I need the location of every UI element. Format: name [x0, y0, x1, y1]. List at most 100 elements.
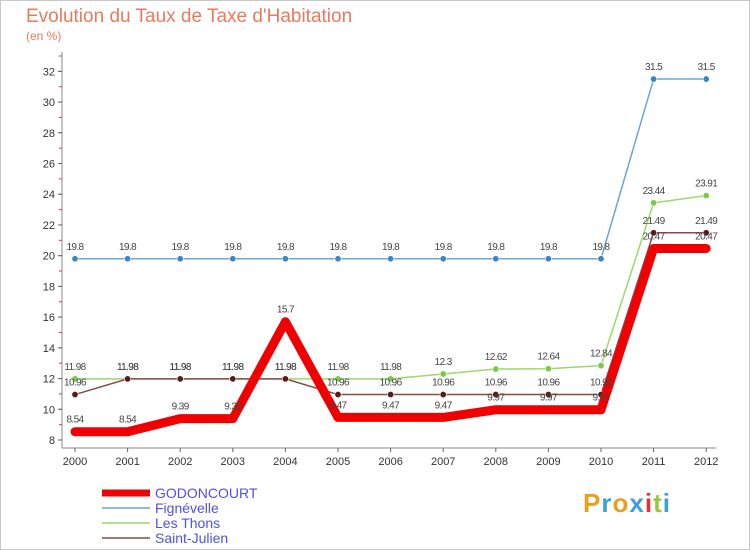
data-label: 21.49: [643, 216, 666, 227]
data-label: 11.98: [64, 362, 86, 373]
data-label: 20.47: [695, 231, 718, 242]
data-label: 9.97: [540, 393, 558, 404]
data-label: 23.44: [643, 186, 666, 197]
data-label: 12.64: [537, 352, 560, 363]
data-point: [71, 391, 79, 399]
data-labels: 19.8 19.8 19.8 19.8 19.8 19.8 19.8 19.8 19.8 19.8…: [64, 62, 719, 426]
data-point: [334, 375, 342, 383]
data-label: 12.84: [590, 349, 613, 360]
data-point: [439, 391, 447, 399]
y-tick-label: 26: [43, 159, 55, 171]
axes: 8 10 12 14 16 18 20 22 24 26 28 30 32 2000 2001 2002 200…: [43, 52, 718, 468]
data-label: 19.8: [224, 242, 242, 253]
x-tick-label: 2009: [536, 456, 560, 468]
data-point: [71, 375, 79, 383]
data-point: [492, 391, 500, 399]
y-tick-label: 30: [43, 97, 55, 109]
x-tick-label: 2012: [694, 456, 718, 468]
chart-subtitle: (en %): [26, 29, 62, 43]
data-label: 12.62: [485, 352, 508, 363]
data-point: [229, 375, 237, 383]
data-label: 19.8: [435, 242, 453, 253]
data-label: 19.8: [119, 242, 137, 253]
x-tick-label: 2006: [378, 456, 402, 468]
x-tick-label: 2005: [326, 456, 350, 468]
data-label: 11.98: [170, 362, 192, 373]
data-label: 11.98: [222, 362, 244, 373]
x-tick-label: 2007: [431, 456, 455, 468]
data-label: 10.96: [64, 378, 87, 389]
x-tick-label: 2001: [115, 456, 139, 468]
y-tick-label: 28: [43, 128, 55, 140]
data-label: 10.96: [432, 378, 455, 389]
y-tick-label: 16: [43, 312, 55, 324]
data-point: [281, 375, 289, 383]
data-label: 10.96: [537, 378, 560, 389]
data-label: 19.8: [382, 242, 400, 253]
data-point: [439, 370, 447, 378]
data-label: 10.96: [327, 378, 350, 389]
data-point: [334, 391, 342, 399]
data-label: 19.8: [66, 242, 84, 253]
data-point: [650, 229, 658, 237]
data-label: 31.5: [698, 62, 716, 73]
data-point: [544, 391, 552, 399]
y-tick-label: 32: [43, 66, 55, 78]
logo-letter: i: [644, 488, 654, 518]
y-tick-label: 24: [43, 189, 55, 201]
data-label: 19.8: [172, 242, 190, 253]
series-line-0: [74, 78, 707, 260]
legend-label: GODONCOURT: [155, 485, 258, 501]
x-tick-label: 2000: [63, 456, 87, 468]
legend-label: Les Thons: [155, 515, 220, 531]
y-tick-label: 18: [43, 281, 55, 293]
series-line-3: [70, 243, 711, 437]
data-label: 19.8: [329, 242, 347, 253]
data-label: 31.5: [645, 62, 663, 73]
data-point: [124, 255, 132, 263]
data-label: 15.7: [277, 305, 295, 316]
data-point: [544, 255, 552, 263]
data-point: [650, 75, 658, 83]
data-label: 11.98: [170, 362, 192, 373]
y-tick-label: 14: [43, 343, 55, 355]
data-label: 9.47: [329, 400, 347, 411]
logo-letter: r: [601, 488, 613, 518]
y-tick-label: 20: [43, 251, 55, 263]
x-tick-label: 2008: [484, 456, 508, 468]
data-label: 19.8: [592, 242, 610, 253]
data-point: [492, 365, 500, 373]
y-tick-label: 10: [43, 404, 55, 416]
data-point: [544, 365, 552, 373]
x-tick-label: 2004: [273, 456, 297, 468]
logo-letter: P: [583, 488, 602, 518]
chart-title: Evolution du Taux de Taxe d'Habitation: [26, 6, 353, 27]
x-tick-label: 2010: [589, 456, 613, 468]
data-label: 11.98: [275, 362, 297, 373]
data-point: [702, 229, 710, 237]
y-tick-label: 22: [43, 220, 55, 232]
data-point: [176, 255, 184, 263]
data-label: 10.96: [380, 378, 403, 389]
x-tick-label: 2002: [168, 456, 192, 468]
logo-letter: i: [662, 488, 671, 518]
data-label: 12.3: [435, 357, 453, 368]
data-label: 9.47: [382, 400, 400, 411]
data-point: [387, 255, 395, 263]
x-tick-label: 2003: [221, 456, 245, 468]
data-label: 10.96: [485, 378, 508, 389]
proxiti-logo: Proxiti: [583, 488, 671, 519]
logo-letter: t: [653, 488, 663, 518]
legend-label: Saint-Julien: [155, 530, 228, 546]
data-label: 9.39: [224, 402, 242, 413]
data-point: [334, 255, 342, 263]
data-label: 11.98: [327, 362, 349, 373]
data-point: [597, 255, 605, 263]
data-point: [597, 362, 605, 370]
data-label: 9.97: [592, 393, 610, 404]
data-point: [650, 199, 658, 207]
data-label: 23.91: [695, 179, 718, 190]
data-point: [387, 391, 395, 399]
data-point: [229, 255, 237, 263]
